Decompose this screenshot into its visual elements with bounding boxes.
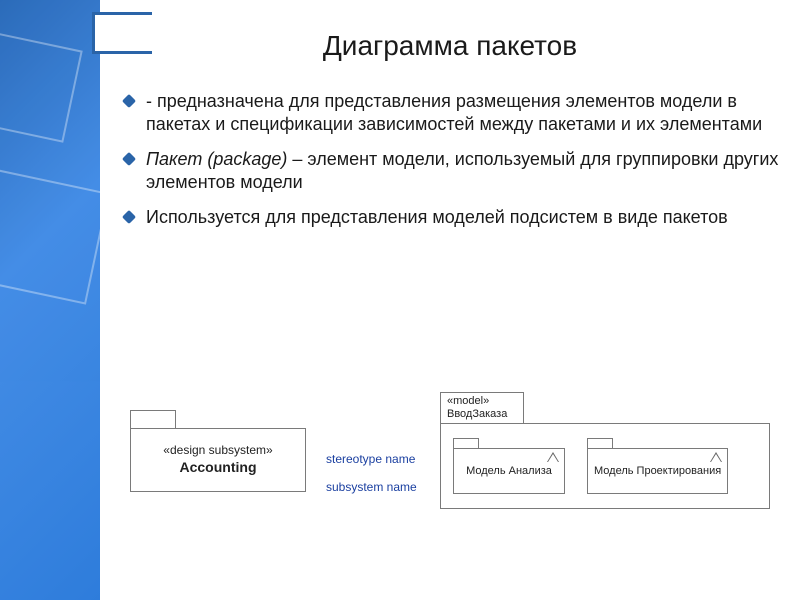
bullet-item: - предназначена для представления размещ… <box>124 90 790 136</box>
package-tab <box>130 410 176 428</box>
bullet-text: - предназначена для представления размещ… <box>146 91 762 134</box>
outer-stereotype: «model» <box>447 395 517 408</box>
page-title: Диаграмма пакетов <box>110 30 790 62</box>
decorative-sidebar <box>0 0 100 600</box>
package-name: Accounting <box>139 459 297 475</box>
inner-label: Модель Анализа <box>466 465 552 478</box>
bullet-text: Используется для представления моделей п… <box>146 207 728 227</box>
bullet-list: - предназначена для представления размещ… <box>110 90 790 229</box>
inner-body: Модель Анализа <box>453 448 565 494</box>
outer-package-tab: «model» ВводЗаказа <box>440 392 524 423</box>
inner-package: Модель Анализа <box>453 438 565 494</box>
label-subsystem: subsystem name <box>326 480 417 494</box>
inner-tab <box>587 438 613 448</box>
outer-name: ВводЗаказа <box>447 408 517 421</box>
inner-package: Модель Проектирования <box>587 438 728 494</box>
annotation-labels: stereotype name subsystem name <box>326 452 417 508</box>
bullet-item: Используется для представления моделей п… <box>124 206 790 229</box>
stereotype-text: «design subsystem» <box>139 443 297 457</box>
right-package: «model» ВводЗаказа Модель Анализа Модель… <box>440 392 770 509</box>
package-body: «design subsystem» Accounting <box>130 428 306 492</box>
triangle-icon-fill <box>711 454 721 462</box>
left-package: «design subsystem» Accounting stereotype… <box>130 410 306 492</box>
bullet-item: Пакет (package) – элемент модели, исполь… <box>124 148 790 194</box>
term-italic: Пакет (package) <box>146 149 287 169</box>
diagram-area: «design subsystem» Accounting stereotype… <box>130 392 770 562</box>
slide-content: Диаграмма пакетов - предназначена для пр… <box>110 30 790 241</box>
outer-package-body: Модель Анализа Модель Проектирования <box>440 423 770 509</box>
inner-label: Модель Проектирования <box>594 465 721 478</box>
triangle-icon-fill <box>548 454 558 462</box>
label-stereotype: stereotype name <box>326 452 417 466</box>
inner-body: Модель Проектирования <box>587 448 728 494</box>
inner-tab <box>453 438 479 448</box>
